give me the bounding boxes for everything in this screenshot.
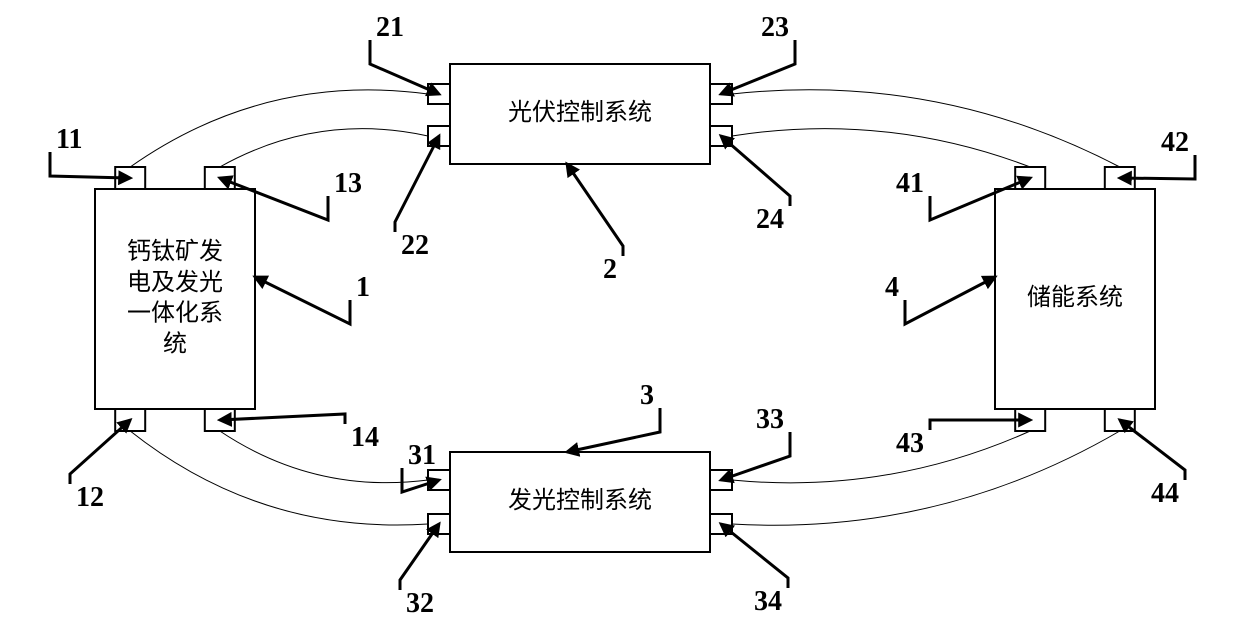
label-n44: 44 — [1151, 478, 1179, 509]
box-left-text: 电及发光 — [127, 269, 223, 296]
leader-n2 — [567, 164, 623, 256]
leader-n1 — [255, 277, 350, 324]
leader-n24 — [721, 136, 790, 206]
leader-n14 — [220, 414, 345, 424]
label-n1: 1 — [356, 272, 370, 303]
leader-n4 — [905, 277, 995, 324]
label-n23: 23 — [761, 12, 789, 43]
label-n11: 11 — [56, 124, 82, 155]
box-bot-text: 发光控制系统 — [508, 487, 652, 514]
leader-n44 — [1120, 420, 1185, 480]
label-n22: 22 — [401, 230, 429, 261]
box-left-text: 一体化系 — [127, 300, 223, 327]
leader-n32 — [400, 524, 439, 590]
label-n2: 2 — [603, 254, 617, 285]
label-n24: 24 — [756, 204, 784, 235]
label-n33: 33 — [756, 404, 784, 435]
box-left-text: 统 — [163, 330, 187, 357]
label-n12: 12 — [76, 482, 104, 513]
label-n4: 4 — [885, 272, 899, 303]
label-n13: 13 — [334, 168, 362, 199]
label-n34: 34 — [754, 586, 782, 617]
diagram-canvas: 钙钛矿发电及发光一体化系统光伏控制系统发光控制系统储能系统12341112131… — [0, 0, 1239, 624]
label-n42: 42 — [1161, 127, 1189, 158]
box-left — [95, 189, 255, 409]
label-n32: 32 — [406, 588, 434, 619]
leader-n22 — [395, 136, 439, 232]
label-n31: 31 — [408, 440, 436, 471]
label-n3: 3 — [640, 380, 654, 411]
label-n41: 41 — [896, 168, 924, 199]
box-right-text: 储能系统 — [1027, 284, 1123, 311]
box-top-text: 光伏控制系统 — [508, 99, 652, 126]
leader-n3 — [567, 408, 660, 452]
label-n43: 43 — [896, 428, 924, 459]
leader-n34 — [721, 524, 788, 588]
label-n21: 21 — [376, 12, 404, 43]
boxes: 钙钛矿发电及发光一体化系统 光伏控制系统发光控制系统 储能系统 — [95, 64, 1155, 552]
label-n14: 14 — [351, 422, 379, 453]
leader-n12 — [70, 420, 130, 484]
box-left-text: 钙钛矿发 — [127, 238, 223, 265]
